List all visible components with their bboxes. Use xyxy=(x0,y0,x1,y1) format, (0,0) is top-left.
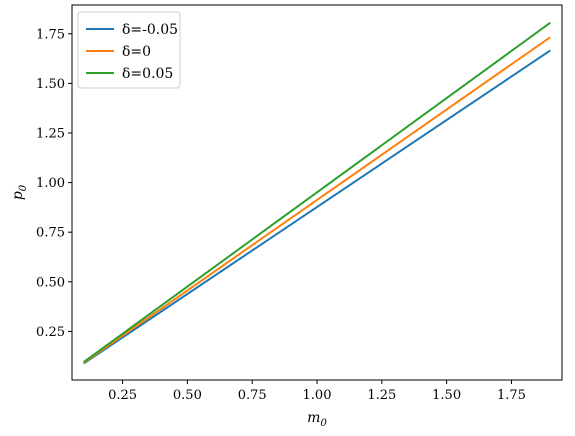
y-tick-label: 0.75 xyxy=(36,226,65,241)
y-axis-label: p0 xyxy=(10,184,29,200)
plot-frame xyxy=(71,4,563,381)
x-tick-label: 1.50 xyxy=(432,388,461,403)
series-line-1 xyxy=(83,36,551,364)
y-tick-label: 1.25 xyxy=(36,126,65,141)
x-axis-label: m0 xyxy=(307,410,327,429)
x-tick-label: 0.75 xyxy=(238,388,267,403)
series-line-0 xyxy=(83,49,551,365)
x-tick-label: 0.50 xyxy=(173,388,202,403)
x-tick-label: 1.25 xyxy=(367,388,396,403)
y-tick-label: 0.25 xyxy=(36,325,65,340)
x-tick-label: 1.00 xyxy=(303,388,332,403)
x-tick-label: 0.25 xyxy=(108,388,137,403)
legend-label: δ=0 xyxy=(122,44,151,60)
legend: δ=-0.05 δ=0 δ=0.05 xyxy=(77,11,181,89)
legend-label: δ=-0.05 xyxy=(122,22,178,38)
y-tick-label: 1.00 xyxy=(36,176,65,191)
y-tick-label: 0.50 xyxy=(36,275,65,290)
series-line-2 xyxy=(83,21,551,363)
y-tick-label: 1.75 xyxy=(36,27,65,42)
legend-label: δ=0.05 xyxy=(122,66,173,82)
y-tick-label: 1.50 xyxy=(36,77,65,92)
axis-ticks: 0.25 0.50 0.75 1.00 1.25 1.50 1.75 0.25 0.50 0.75… xyxy=(36,27,526,403)
plot-marks xyxy=(83,21,551,365)
legend-box xyxy=(77,11,181,89)
x-tick-label: 1.75 xyxy=(497,388,526,403)
